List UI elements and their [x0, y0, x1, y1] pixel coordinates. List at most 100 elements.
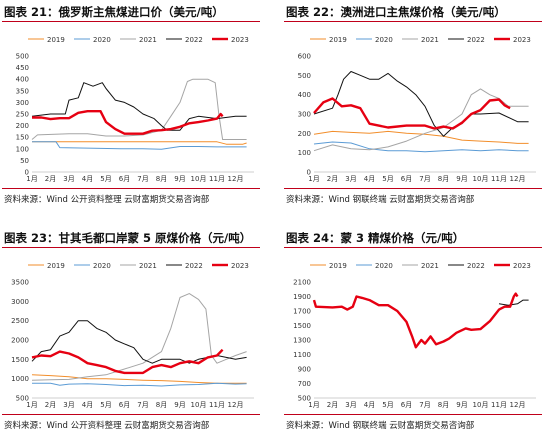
x-tick-label: 2月 [327, 401, 338, 409]
legend-label-2021: 2021 [139, 262, 157, 270]
x-tick-label: 10月 [191, 175, 207, 183]
x-tick-label: 1月 [308, 401, 319, 409]
y-tick-label: 2000 [11, 337, 29, 345]
series-line-2019 [313, 130, 529, 144]
x-tick-label: 4月 [364, 401, 375, 409]
y-tick-label: 300 [298, 111, 311, 119]
y-tick-label: 250 [16, 111, 29, 119]
series-line-2022 [498, 299, 529, 306]
y-tick-label: 50 [20, 157, 29, 165]
series-line-2021 [313, 88, 529, 152]
x-tick-label: 3月 [63, 175, 74, 183]
y-tick-label: 500 [16, 53, 29, 61]
title-divider [2, 247, 260, 248]
legend-label-2023: 2023 [231, 262, 249, 270]
series-line-2019 [32, 141, 247, 145]
source-divider [2, 188, 260, 189]
source-divider [284, 414, 542, 415]
source-note: 资料来源：Wind 钢联终端 云财富期货交易咨询部 [286, 421, 475, 431]
chart-panel-21: 图表 21：俄罗斯主焦煤进口价（美元/吨） 2019 2020 2021 2022 20… [0, 0, 262, 210]
x-tick-label: 2月 [45, 401, 56, 409]
y-tick-label: 500 [16, 395, 29, 403]
y-tick-label: 900 [298, 366, 311, 374]
chart-panel-23: 图表 23：甘其毛都口岸蒙 5 原煤价格（元/吨） 2019 2020 2021 20… [0, 226, 262, 436]
source-note: 资料来源：Wind 公开资料整理 云财富期货交易咨询部 [4, 195, 210, 205]
y-tick-label: 1700 [293, 308, 311, 316]
x-tick-label: 10月 [473, 401, 489, 409]
x-tick-label: 11月 [491, 175, 507, 183]
y-tick-label: 1500 [293, 322, 311, 330]
series-line-2020 [32, 382, 247, 387]
series-line-2020 [32, 141, 247, 150]
title-divider [284, 247, 542, 248]
x-tick-label: 7月 [137, 175, 148, 183]
legend-label-2022: 2022 [185, 36, 203, 44]
title-divider [2, 21, 260, 22]
legend-label-2022: 2022 [185, 262, 203, 270]
y-tick-label: 100 [298, 149, 311, 157]
x-tick-label: 9月 [456, 175, 467, 183]
series-line-2023 [32, 109, 224, 135]
series-line-2023 [313, 97, 511, 130]
series-line-2022 [313, 71, 529, 137]
y-tick-label: 350 [16, 87, 29, 95]
legend-label-2022: 2022 [467, 262, 485, 270]
source-divider [2, 414, 260, 415]
chart-title: 图表 24：蒙 3 精煤价格（元/吨） [286, 231, 465, 245]
x-tick-label: 5月 [382, 401, 393, 409]
y-tick-label: 150 [16, 134, 29, 142]
x-tick-label: 12月 [510, 175, 526, 183]
chart-title: 图表 21：俄罗斯主焦煤进口价（美元/吨） [4, 5, 224, 19]
y-tick-label: 400 [298, 91, 311, 99]
legend-label-2020: 2020 [375, 262, 393, 270]
legend-label-2023: 2023 [513, 262, 531, 270]
x-tick-label: 9月 [456, 401, 467, 409]
legend-label-2021: 2021 [139, 36, 157, 44]
series-line-2023 [31, 348, 224, 375]
x-tick-label: 3月 [63, 401, 74, 409]
x-tick-label: 8月 [156, 401, 167, 409]
legend-label-2019: 2019 [329, 36, 347, 44]
y-tick-label: 200 [298, 130, 311, 138]
x-tick-label: 4月 [82, 401, 93, 409]
chart-svg: 2019 2020 2021 2022 2023 0 50 100 150 200 250 300 35… [16, 36, 254, 183]
x-tick-label: 5月 [100, 175, 111, 183]
y-tick-label: 300 [16, 99, 29, 107]
x-tick-label: 3月 [345, 401, 356, 409]
x-tick-label: 7月 [419, 175, 430, 183]
x-tick-label: 1月 [308, 175, 319, 183]
x-tick-label: 6月 [401, 175, 412, 183]
y-tick-label: 500 [298, 395, 311, 403]
y-tick-label: 100 [16, 145, 29, 153]
x-tick-label: 8月 [438, 175, 449, 183]
title-divider [284, 21, 542, 22]
y-tick-label: 200 [16, 122, 29, 130]
legend-label-2019: 2019 [47, 36, 65, 44]
legend-label-2023: 2023 [513, 36, 531, 44]
series-line-2022 [31, 82, 247, 131]
x-tick-label: 10月 [473, 175, 489, 183]
source-note: 资料来源：Wind 公开资料整理 云财富期货交易咨询部 [4, 421, 210, 431]
x-tick-label: 11月 [209, 401, 225, 409]
legend-label-2020: 2020 [93, 262, 111, 270]
x-tick-label: 5月 [100, 401, 111, 409]
x-tick-label: 12月 [228, 401, 244, 409]
x-tick-label: 5月 [382, 175, 393, 183]
x-tick-label: 1月 [26, 175, 37, 183]
legend-label-2019: 2019 [329, 262, 347, 270]
legend-label-2020: 2020 [93, 36, 111, 44]
chart-title: 图表 23：甘其毛都口岸蒙 5 原煤价格（元/吨） [4, 231, 252, 245]
y-tick-label: 1100 [293, 351, 311, 359]
y-tick-label: 0 [25, 169, 29, 177]
chart-svg: 2019 2020 2021 2022 2023 500 1000 1500 2000 2500 3… [11, 262, 254, 409]
x-tick-label: 3月 [345, 175, 356, 183]
x-tick-label: 6月 [119, 175, 130, 183]
legend-label-2019: 2019 [47, 262, 65, 270]
series-line-2021 [31, 293, 247, 381]
chart-svg: 2019 2020 2021 2022 2023 500 700 900 1100 1300 150… [293, 262, 536, 409]
y-tick-label: 1000 [11, 375, 29, 383]
series-line-2023 [312, 292, 519, 349]
y-tick-label: 600 [298, 53, 311, 61]
x-tick-label: 8月 [156, 175, 167, 183]
y-tick-label: 2500 [11, 317, 29, 325]
